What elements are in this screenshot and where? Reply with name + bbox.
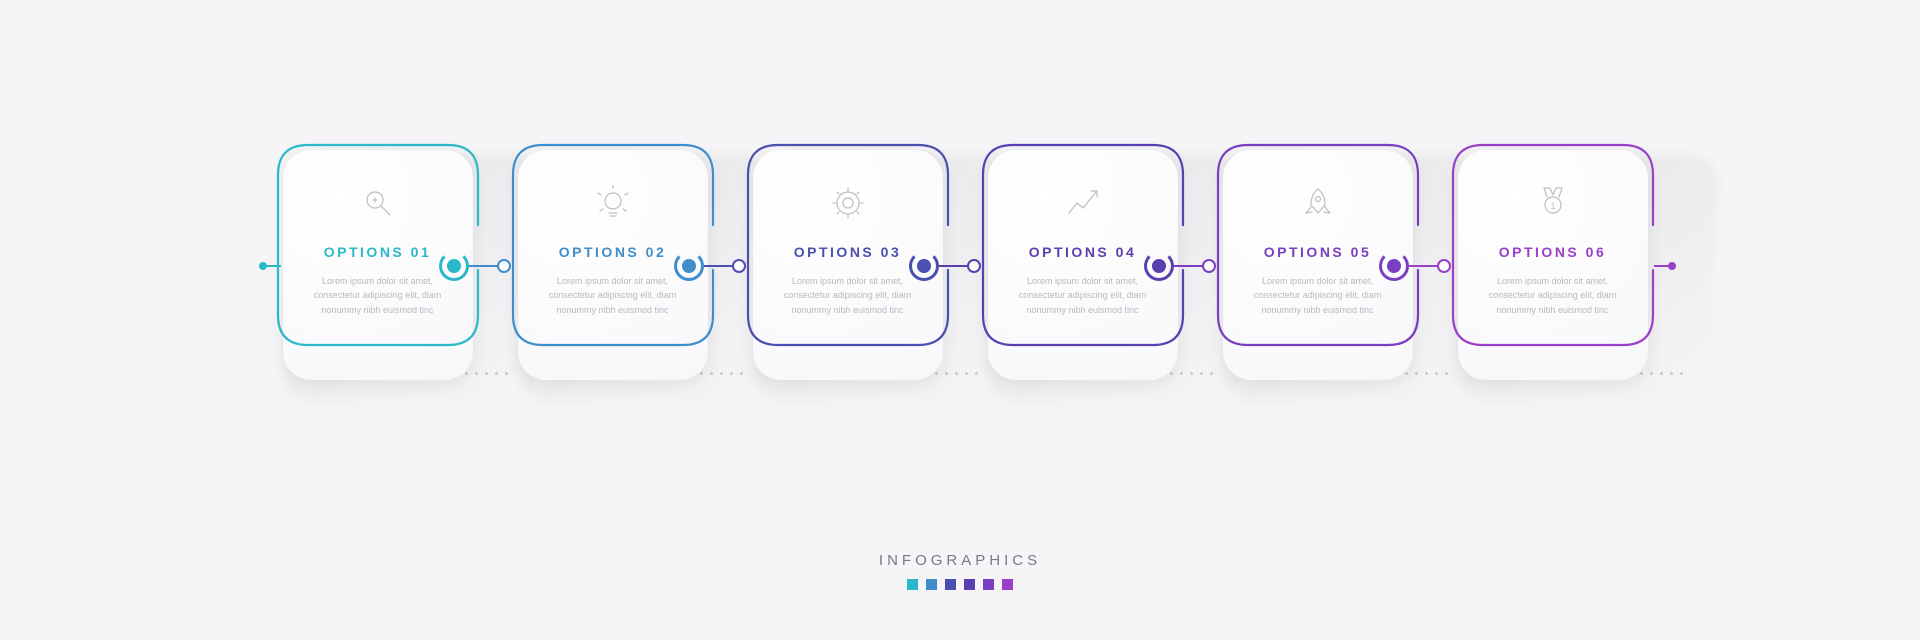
step-title: OPTIONS 02 bbox=[559, 244, 666, 260]
swatch bbox=[964, 579, 975, 590]
step-description: Lorem ipsum dolor sit amet, consectetur … bbox=[1458, 274, 1648, 317]
step-card: OPTIONS 04 Lorem ipsum dolor sit amet, co… bbox=[988, 150, 1178, 380]
swatch bbox=[1002, 579, 1013, 590]
step-title: OPTIONS 06 bbox=[1499, 244, 1606, 260]
search-icon bbox=[357, 182, 399, 224]
footer-swatches bbox=[0, 579, 1920, 590]
bulb-icon bbox=[592, 182, 634, 224]
step-description: Lorem ipsum dolor sit amet, consectetur … bbox=[988, 274, 1178, 317]
step-description: Lorem ipsum dolor sit amet, consectetur … bbox=[753, 274, 943, 317]
step-card: OPTIONS 02 Lorem ipsum dolor sit amet, co… bbox=[518, 150, 708, 380]
steps-row: OPTIONS 01 Lorem ipsum dolor sit amet, co… bbox=[0, 140, 1920, 390]
step-card: OPTIONS 05 Lorem ipsum dolor sit amet, co… bbox=[1223, 150, 1413, 380]
step-title: OPTIONS 05 bbox=[1264, 244, 1371, 260]
svg-text:1: 1 bbox=[1550, 201, 1555, 211]
step-5: OPTIONS 05 Lorem ipsum dolor sit amet, co… bbox=[1213, 140, 1413, 390]
footer: INFOGRAPHICS bbox=[0, 552, 1920, 590]
end-stub bbox=[1654, 260, 1676, 272]
step-title: OPTIONS 04 bbox=[1029, 244, 1136, 260]
gear-icon bbox=[827, 182, 869, 224]
step-6: 1 OPTIONS 06 Lorem ipsum dolor sit amet, c… bbox=[1448, 140, 1648, 390]
step-title: OPTIONS 03 bbox=[794, 244, 901, 260]
step-3: OPTIONS 03 Lorem ipsum dolor sit amet, co… bbox=[743, 140, 943, 390]
step-title: OPTIONS 01 bbox=[324, 244, 431, 260]
step-card: OPTIONS 03 Lorem ipsum dolor sit amet, co… bbox=[753, 150, 943, 380]
swatch bbox=[926, 579, 937, 590]
footer-title: INFOGRAPHICS bbox=[0, 552, 1920, 569]
swatch bbox=[983, 579, 994, 590]
step-1: OPTIONS 01 Lorem ipsum dolor sit amet, co… bbox=[273, 140, 473, 390]
step-description: Lorem ipsum dolor sit amet, consectetur … bbox=[283, 274, 473, 317]
growth-icon bbox=[1062, 182, 1104, 224]
step-4: OPTIONS 04 Lorem ipsum dolor sit amet, co… bbox=[978, 140, 1178, 390]
medal-icon: 1 bbox=[1532, 182, 1574, 224]
step-description: Lorem ipsum dolor sit amet, consectetur … bbox=[518, 274, 708, 317]
step-card: 1 OPTIONS 06 Lorem ipsum dolor sit amet, c… bbox=[1458, 150, 1648, 380]
swatch bbox=[945, 579, 956, 590]
rocket-icon bbox=[1297, 182, 1339, 224]
step-2: OPTIONS 02 Lorem ipsum dolor sit amet, co… bbox=[508, 140, 708, 390]
step-card: OPTIONS 01 Lorem ipsum dolor sit amet, co… bbox=[283, 150, 473, 380]
start-stub bbox=[259, 260, 279, 272]
step-description: Lorem ipsum dolor sit amet, consectetur … bbox=[1223, 274, 1413, 317]
swatch bbox=[907, 579, 918, 590]
